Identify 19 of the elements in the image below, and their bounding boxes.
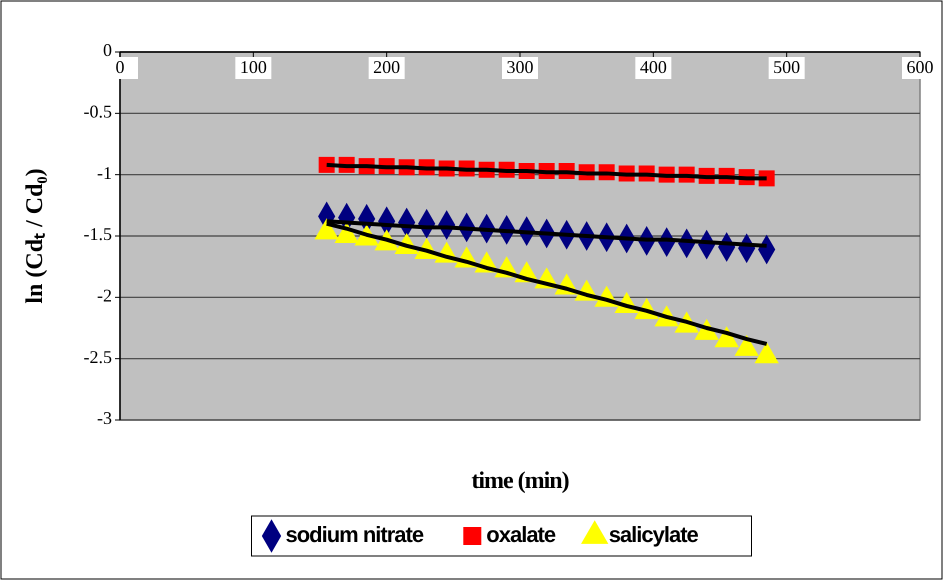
x-tick-label: 500 <box>773 57 800 78</box>
y-tick-label: -1.5 <box>84 224 112 244</box>
y-tick-label: -1 <box>97 162 112 183</box>
legend-label: oxalate <box>486 522 556 547</box>
x-tick-label: 200 <box>373 57 400 78</box>
y-tick-label: -2 <box>97 285 112 306</box>
y-tick-label: -0.5 <box>84 101 112 122</box>
x-tick-label: 300 <box>506 57 534 78</box>
y-tick-label: -2.5 <box>84 346 112 367</box>
y-tick-label: 0 <box>103 40 112 60</box>
y-axis-title: ln (Cdₜ / Cd₀) <box>22 168 48 304</box>
legend-label: sodium nitrate <box>286 522 424 547</box>
x-tick-label: 400 <box>640 57 667 78</box>
x-axis-title: time (min) <box>471 468 569 494</box>
x-tick-label: 600 <box>906 57 934 78</box>
x-tick-label: 0 <box>116 57 124 78</box>
y-tick-label: -3 <box>97 408 112 428</box>
x-tick-label: 100 <box>240 57 267 78</box>
legend-label: salicylate <box>608 522 699 547</box>
